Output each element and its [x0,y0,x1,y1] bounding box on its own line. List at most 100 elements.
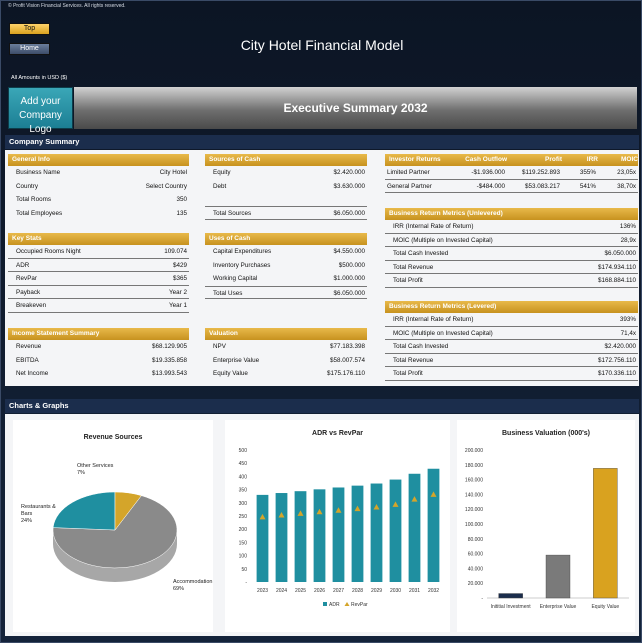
pie-slice [52,491,116,531]
adr-revpar-title: ADR vs RevPar [312,430,363,437]
investor-returns-cell: $53.083.217 [524,182,560,190]
x-tick-label: Inititial Investment [491,604,532,610]
row-value: $4.550.000 [333,248,365,255]
adr-bar [351,485,364,582]
y-tick-label: 150 [239,540,248,546]
table-row: Total Profit $168.884.110 [385,274,638,288]
investor-returns-cell: 23,05x [617,169,636,176]
row-value: $170.336.110 [597,370,636,377]
revpar-marker [278,511,285,518]
valuation-header: Valuation [205,328,367,340]
revpar-marker [259,513,266,520]
row-label: Country [16,182,39,190]
row-label: Business Name [16,169,61,176]
table-row: Country Select Country [8,180,189,194]
row-value: 350 [176,196,187,203]
investor-returns-cell: 355% [579,169,596,176]
valuation-table: Valuation NPV $77.183.398 Enterprise Value… [205,328,367,381]
unlevered-metrics-table: Business Return Metrics (Unlevered) IRR … [385,208,638,288]
company-summary-header: Company Summary [5,135,639,149]
table-row: Capital Expenditures $4.550.000 [205,245,367,259]
x-tick-label: 2027 [333,588,344,594]
table-row: Total Profit $170.336.110 [385,367,638,381]
row-label: Equity [213,169,231,176]
row-value: $175.176.110 [326,370,365,377]
pie-slice-percent: 69% [173,586,184,592]
x-tick-label: 2029 [371,588,382,594]
legend-label: RevPar [351,602,368,608]
adr-bar [370,483,383,582]
adr-revpar-chart: ADR vs RevPar - 50 100 150 200 250 300 350 400 45… [225,420,450,632]
unlevered-header: Business Return Metrics (Unlevered) [385,208,638,220]
table-row: Occupied Rooms Night 109.074 [8,245,189,259]
row-label: NPV [213,343,226,350]
revenue-sources-title: Revenue Sources [83,434,143,441]
x-tick-label: Equity Value [591,604,619,610]
table-row: Enterprise Value $58.007.574 [205,354,367,368]
revpar-marker [297,510,304,516]
adr-revpar-plot: - 50 100 150 200 250 300 350 400 450 500 2023 2024 20… [239,448,440,608]
legend-swatch [323,602,327,606]
row-value: Select Country [145,182,187,190]
row-label: Revenue [16,343,42,350]
charts-graphs-header: Charts & Graphs [5,399,639,413]
row-label: Total Employees [16,209,63,217]
general-info-header: General Info [8,154,189,166]
investor-returns-column-header: Cash Outflow [465,156,507,163]
total-label: Total Sources [213,210,252,217]
table-row: Inventory Purchases $500.000 [205,259,367,273]
table-row: IRR (Internal Rate of Return) 136% [385,220,638,234]
pie-slice-label: Accommodation [173,579,212,585]
row-label: Total Cash Invested [393,343,449,350]
table-row: Total Cash Invested $2.420.000 [385,340,638,354]
spacer [205,193,367,206]
pie-slice-percent: 7% [77,470,85,476]
row-label: Total Revenue [393,263,434,271]
revpar-marker [335,507,342,513]
valuation-bar [593,468,618,599]
key-stats-header: Key Stats [8,233,189,245]
adr-bar [275,493,288,582]
row-value: $3.630.000 [333,182,365,190]
x-tick-label: 2028 [352,588,363,594]
revenue-sources-chart: Revenue Sources Accommodation 69% Restaura… [13,420,213,632]
y-tick-label: - [481,596,483,602]
home-button[interactable]: Home [9,43,50,55]
y-tick-label: - [245,580,247,586]
table-row: Total Revenue $174.934.110 [385,261,638,274]
table-row: Debt $3.630.000 [205,180,367,194]
revpar-marker [354,505,361,512]
row-value: 393% [619,316,636,323]
adr-bar [294,491,307,582]
row-value: 136% [619,223,636,230]
y-tick-label: 400 [239,474,248,480]
revpar-marker [316,508,323,515]
x-tick-label: 2031 [409,588,420,594]
sources-header: Sources of Cash [205,154,367,166]
y-tick-label: 80.000 [468,537,484,543]
row-value: $174.934.110 [597,263,636,271]
row-value: Year 1 [169,302,187,309]
x-tick-label: 2030 [390,588,401,594]
x-tick-label: 2032 [428,588,439,594]
table-row: NPV $77.183.398 [205,340,367,354]
row-label: Debt [213,182,227,190]
investor-returns-column-header: Investor Returns [389,156,441,163]
y-tick-label: 160.000 [465,478,483,484]
table-row: Total Cash Invested $6.050.000 [385,247,638,261]
total-value: $6.050.000 [333,210,365,217]
y-tick-label: 350 [239,488,248,494]
y-tick-label: 500 [239,448,248,454]
row-value: $429 [172,261,187,269]
table-row: ADR $429 [8,259,189,272]
row-value: $68.129.905 [151,343,187,350]
investor-returns-cell: 38,70x [617,182,636,190]
top-button[interactable]: Top [9,23,50,35]
table-row: MOIC (Multiple on Invested Capital) 28,9x [385,234,638,247]
legend-swatch [344,602,350,606]
row-value: $500.000 [338,261,365,269]
table-row: Business Name City Hotel [8,166,189,180]
y-tick-label: 180.000 [465,463,483,469]
adr-bar [389,479,402,582]
